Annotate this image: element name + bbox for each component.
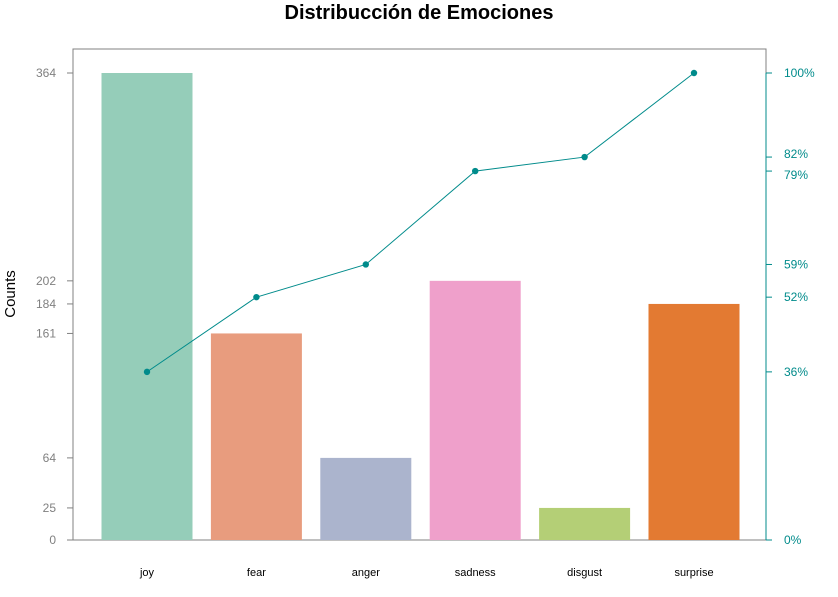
cumulative-line-group xyxy=(143,69,698,376)
cumulative-point-anger xyxy=(362,261,369,268)
x-tick-label-anger: anger xyxy=(352,567,380,579)
left-axis: 0 25 64 161 184 202 364 xyxy=(36,66,73,547)
x-axis-labels: joy fear anger sadness disgust surprise xyxy=(139,567,714,579)
cumulative-point-disgust xyxy=(581,153,588,161)
right-tick-label: 79% xyxy=(784,168,808,182)
right-axis: 0% 36% 52% 59% 79% 82% 100% xyxy=(765,66,815,547)
right-tick-label: 0% xyxy=(784,533,802,547)
right-tick-label: 82% xyxy=(784,147,808,161)
right-tick-label: 36% xyxy=(784,365,808,379)
bar-anger xyxy=(320,457,412,540)
left-tick-label: 64 xyxy=(43,451,57,465)
bars-group xyxy=(101,73,740,540)
bar-surprise xyxy=(648,303,740,540)
bar-disgust xyxy=(539,507,631,540)
bar-joy xyxy=(101,73,193,540)
right-tick-label: 59% xyxy=(784,257,808,271)
left-tick-label: 202 xyxy=(36,274,56,288)
chart-title: Distribucción de Emociones xyxy=(285,2,554,24)
right-tick-label: 52% xyxy=(784,290,808,304)
cumulative-point-joy xyxy=(143,368,151,376)
x-tick-label-disgust: disgust xyxy=(567,567,602,579)
right-tick-label: 100% xyxy=(784,66,815,80)
left-tick-label: 0 xyxy=(49,533,56,547)
y-axis-label: Counts xyxy=(2,270,19,318)
left-tick-label: 184 xyxy=(36,297,56,311)
cumulative-point-surprise xyxy=(690,69,698,77)
x-tick-label-fear: fear xyxy=(247,567,266,579)
bar-sadness xyxy=(429,280,521,540)
x-tick-label-surprise: surprise xyxy=(674,567,713,579)
left-tick-label: 161 xyxy=(36,326,56,340)
left-tick-label: 364 xyxy=(36,66,56,80)
x-tick-label-sadness: sadness xyxy=(455,567,496,579)
bar-fear xyxy=(210,333,302,540)
x-tick-label-joy: joy xyxy=(139,567,155,579)
cumulative-line xyxy=(146,72,695,373)
cumulative-point-fear xyxy=(253,293,260,301)
left-tick-label: 25 xyxy=(43,501,57,515)
cumulative-point-sadness xyxy=(472,167,479,175)
